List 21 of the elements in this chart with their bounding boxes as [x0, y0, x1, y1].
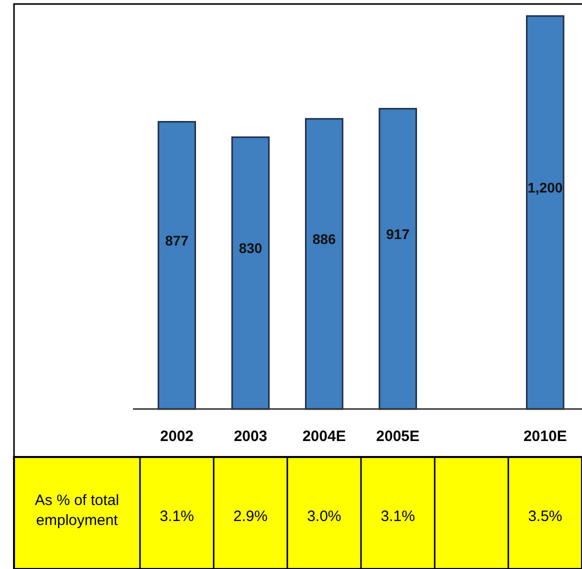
x-tick-label: 2005E: [376, 428, 420, 445]
x-tick-label: 2003: [234, 428, 268, 445]
text: 3.0%: [307, 508, 342, 525]
text: 3.1%: [380, 508, 415, 525]
bar: [158, 121, 196, 410]
bar: [526, 15, 564, 410]
x-tick-label: 2004E: [302, 428, 346, 445]
text: 3.1%: [160, 508, 194, 525]
text: 3.5%: [528, 508, 562, 525]
data-label: 886: [312, 230, 336, 247]
data-label: 830: [238, 240, 262, 256]
x-tick-label: 2002: [160, 428, 194, 445]
text: As % of total employment: [34, 492, 120, 529]
bar: [378, 108, 417, 410]
data-label: 1,200: [528, 180, 563, 196]
bar: [305, 118, 344, 410]
text: 2.9%: [233, 508, 268, 525]
data-label: 877: [165, 232, 189, 248]
data-label: 917: [386, 226, 410, 242]
x-tick-label: 2010E: [523, 428, 567, 445]
bar: [231, 136, 270, 410]
